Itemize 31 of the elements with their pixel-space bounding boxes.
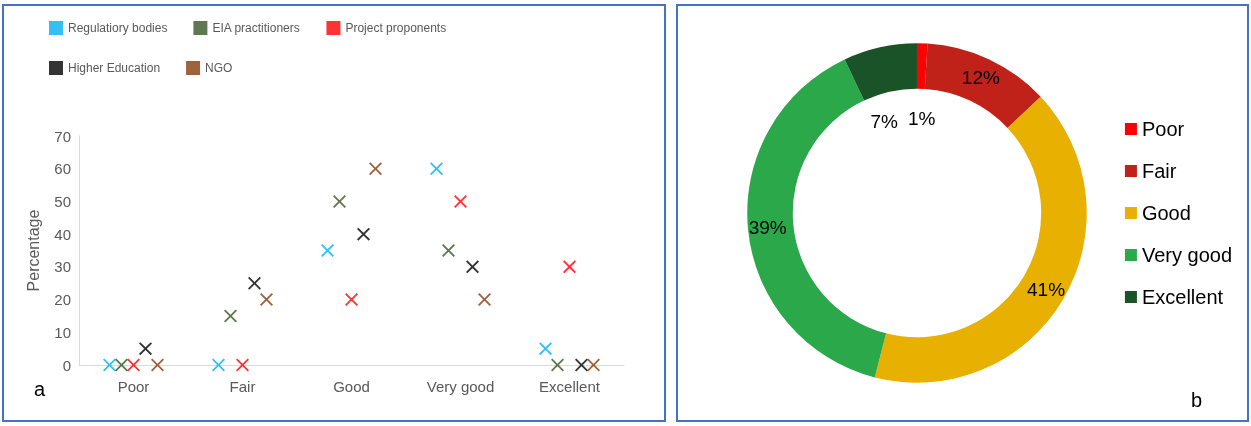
y-tick-label: 50	[54, 192, 71, 210]
legend-label: Higher Education	[68, 61, 161, 75]
x-tick-label: Good	[333, 378, 370, 395]
legend-label: Fair	[1141, 160, 1177, 182]
legend-label: EIA practitioners	[212, 21, 300, 35]
legend-label: Very good	[1141, 244, 1233, 266]
legend-label: NGO	[205, 61, 233, 75]
legend-label: Regulatiory bodies	[68, 21, 168, 35]
y-tick-label: 60	[54, 160, 71, 178]
x-tick-label: Fair	[229, 378, 256, 395]
text: a	[34, 378, 46, 401]
y-axis-title: Percentage	[24, 209, 42, 292]
data-label: 7%	[870, 111, 899, 133]
legend-label: Project proponents	[345, 21, 447, 35]
x-tick-label: Excellent	[539, 378, 601, 395]
legend-label: Excellent	[1141, 286, 1224, 308]
y-tick-label: 20	[54, 291, 71, 309]
data-label: 41%	[1027, 278, 1066, 300]
x-tick-label: Very good	[426, 378, 495, 395]
data-label: 1%	[907, 107, 936, 129]
y-tick-label: 40	[54, 225, 71, 243]
y-tick-label: 70	[54, 127, 71, 145]
y-tick-label: 10	[54, 323, 71, 341]
y-tick-label: 0	[62, 356, 71, 374]
legend-label: Good	[1141, 202, 1191, 224]
text: b	[1190, 389, 1202, 412]
data-label: 39%	[748, 216, 787, 238]
legend-label: Poor	[1141, 118, 1185, 140]
x-tick-label: Poor	[117, 378, 150, 395]
data-label: 12%	[961, 66, 1000, 88]
y-tick-label: 30	[54, 258, 71, 276]
